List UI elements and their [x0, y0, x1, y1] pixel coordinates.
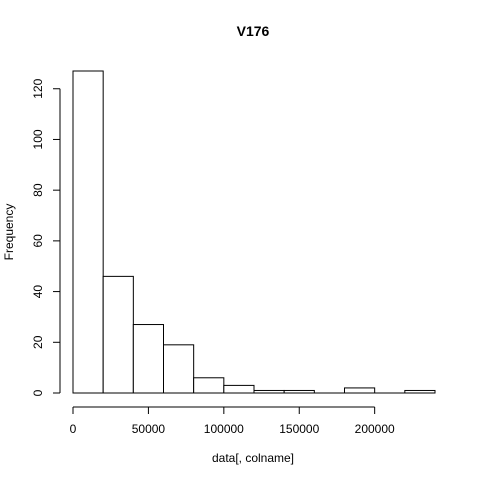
x-axis: 0 50000 100000 150000 200000 — [70, 406, 395, 436]
bars-group — [72, 70, 436, 394]
histogram-bar — [404, 389, 436, 394]
y-axis-label: Frequency — [2, 204, 16, 261]
histogram-bar — [72, 70, 104, 394]
histogram-bar — [102, 275, 134, 394]
histogram-bar — [193, 377, 225, 394]
y-tick-label: 20 — [31, 335, 45, 349]
histogram-bar — [163, 344, 195, 394]
x-tick-label: 150000 — [279, 422, 319, 436]
y-tick-label: 120 — [31, 78, 45, 98]
y-tick-label: 60 — [31, 234, 45, 248]
chart-title: V176 — [237, 23, 270, 39]
x-tick-label: 100000 — [204, 422, 244, 436]
histogram-bar — [344, 387, 376, 394]
y-tick-label: 80 — [31, 183, 45, 197]
y-tick-label: 40 — [31, 285, 45, 299]
y-tick-label: 100 — [31, 129, 45, 149]
x-tick-label: 0 — [70, 422, 77, 436]
x-tick-label: 50000 — [132, 422, 166, 436]
x-tick-label: 200000 — [355, 422, 395, 436]
histogram-bar — [253, 389, 285, 394]
x-axis-label: data[, colname] — [212, 451, 294, 465]
histogram-bar — [223, 384, 255, 394]
y-axis: 0 20 40 60 80 100 120 — [31, 78, 61, 396]
histogram-bar — [283, 389, 315, 394]
y-tick-label: 0 — [31, 389, 45, 396]
histogram-bar — [132, 324, 164, 394]
